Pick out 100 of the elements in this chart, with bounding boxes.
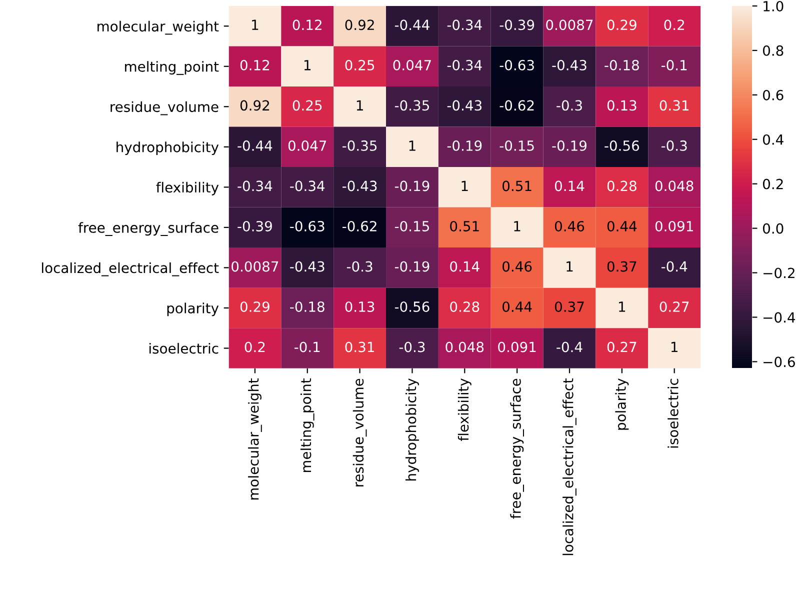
data-label: -0.19	[447, 140, 482, 151]
color-bar-label: −0.6	[764, 356, 795, 368]
data-label: 0.0087	[232, 261, 278, 272]
data-label: -0.35	[394, 100, 429, 111]
data-label: 0.27	[660, 301, 689, 312]
x-tick-label: flexibility	[458, 378, 472, 441]
data-label: 0.31	[660, 100, 689, 111]
data-label: -0.18	[290, 301, 324, 312]
y-tick-label: free_energy_surface	[78, 222, 218, 236]
data-label: -0.56	[604, 140, 640, 151]
data-label: 1	[619, 302, 626, 312]
data-label: -0.39	[238, 220, 272, 232]
data-label: -0.63	[500, 60, 534, 70]
data-label: 0.2	[244, 342, 265, 352]
data-label: -0.44	[394, 20, 430, 30]
data-label: -0.3	[661, 140, 687, 151]
data-label: 0.14	[450, 261, 480, 272]
y-tick-label: localized_electrical_effect	[42, 262, 219, 276]
data-label: 0.44	[607, 220, 637, 232]
data-label: 0.048	[655, 180, 694, 192]
data-label: 1	[462, 180, 468, 191]
data-label: 1	[304, 60, 311, 70]
data-label: 1	[671, 342, 678, 352]
data-label: 0.12	[240, 60, 270, 70]
data-label: 1	[409, 140, 416, 151]
data-label: 0.46	[554, 220, 584, 232]
data-label: 0.13	[345, 301, 374, 312]
color-bar-label: −0.2	[764, 268, 794, 278]
data-label: 0.92	[345, 20, 374, 30]
data-label: -0.3	[556, 100, 582, 111]
color-bar-label: 0.2	[763, 178, 783, 190]
data-label: -0.43	[342, 180, 377, 192]
data-label: -0.39	[500, 20, 534, 30]
data-label: -0.4	[661, 261, 688, 272]
y-tick-label: isoelectric	[149, 342, 218, 354]
data-label: 0.12	[292, 20, 322, 30]
data-label: 0.46	[502, 261, 532, 272]
data-label: 0.37	[554, 301, 584, 312]
color-bar-label: 1.0	[764, 0, 784, 12]
data-label: -0.34	[290, 180, 325, 192]
y-tick-label: molecular_weight	[98, 20, 219, 35]
data-label: 0.92	[240, 100, 270, 111]
data-label: -0.43	[290, 261, 324, 272]
data-label: -0.43	[447, 100, 482, 111]
data-label: 0.048	[446, 342, 484, 352]
color-bar-label: −0.4	[764, 312, 796, 323]
x-tick-label: isoelectric	[668, 378, 678, 448]
data-label: -0.15	[500, 140, 534, 151]
data-label: -0.34	[238, 180, 272, 192]
data-label: 0.31	[345, 342, 374, 352]
data-label: -0.56	[394, 301, 430, 312]
data-label: 0.091	[655, 220, 693, 232]
data-label: 0.27	[607, 342, 636, 352]
data-label: -0.3	[399, 342, 425, 352]
data-label: 0.51	[450, 220, 479, 232]
data-label: -0.62	[500, 100, 534, 111]
y-tick-label: hydrophobicity	[116, 142, 219, 156]
data-label: -0.34	[447, 20, 482, 30]
data-label: 1	[356, 100, 363, 110]
data-label: -0.63	[290, 220, 324, 232]
x-tick-label: hydrophobicity	[406, 378, 419, 480]
color-bar-label: 0.4	[763, 134, 784, 145]
x-tick-label: free_energy_surface	[510, 378, 524, 519]
x-tick-label: residue_volume	[352, 378, 367, 486]
y-tick-label: residue_volume	[110, 101, 218, 116]
data-label: 0.047	[288, 140, 326, 151]
data-label: 0.51	[502, 180, 532, 192]
data-label: -0.15	[394, 220, 429, 232]
data-label: -0.19	[394, 180, 430, 192]
data-label: -0.19	[394, 261, 430, 272]
data-label: -0.35	[342, 140, 377, 151]
data-label: 0.0087	[546, 20, 593, 30]
data-label: -0.44	[238, 140, 272, 151]
data-label: 1	[566, 261, 573, 272]
data-label: -0.62	[342, 220, 376, 232]
color-bar-label: 0.6	[763, 90, 784, 100]
data-label: 1	[252, 20, 258, 30]
x-tick-label: localized_electrical_effect	[562, 378, 576, 556]
x-tick-label: melting_point	[300, 378, 314, 472]
data-label: -0.1	[294, 342, 320, 352]
data-label: 0.29	[607, 20, 636, 30]
data-label: -0.18	[604, 60, 639, 70]
x-tick-label: polarity	[615, 378, 629, 430]
data-label: -0.1	[661, 60, 687, 70]
data-label: 0.047	[393, 60, 431, 70]
data-label: 0.37	[607, 261, 636, 272]
data-label: 0.14	[554, 180, 584, 192]
y-tick-label: polarity	[167, 302, 219, 316]
color-bar-label: 0.8	[763, 45, 784, 56]
y-tick-label: flexibility	[156, 182, 219, 196]
data-label: 1	[514, 221, 520, 232]
data-label: -0.4	[556, 342, 582, 352]
data-label: 0.28	[450, 301, 480, 312]
data-label: 0.13	[607, 100, 636, 111]
data-label: -0.43	[552, 60, 586, 70]
data-label: 0.091	[498, 342, 536, 352]
data-label: 0.25	[345, 60, 374, 70]
data-label: -0.19	[552, 140, 586, 151]
data-label: -0.3	[346, 261, 372, 272]
data-label: 0.29	[240, 301, 270, 312]
